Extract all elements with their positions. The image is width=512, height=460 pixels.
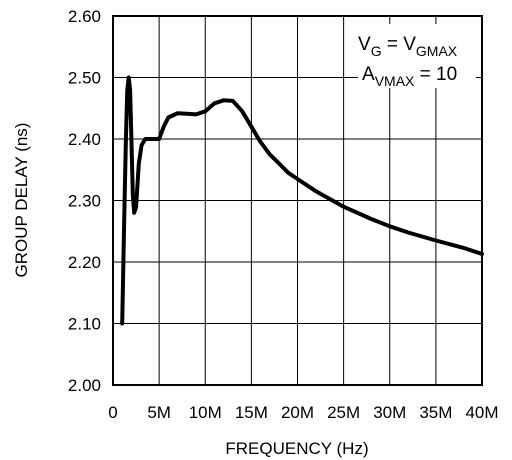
- x-axis-title: FREQUENCY (Hz): [225, 439, 368, 458]
- x-tick-label: 35M: [419, 403, 452, 422]
- x-tick-label: 20M: [281, 403, 314, 422]
- annotation-box: [358, 24, 476, 88]
- series-layer: [120, 75, 484, 326]
- x-tick-label: 25M: [327, 403, 360, 422]
- y-tick-label: 2.50: [68, 69, 101, 88]
- grid: [112, 15, 483, 386]
- y-tick-label: 2.10: [68, 315, 101, 334]
- x-tick-label: 5M: [147, 403, 171, 422]
- y-tick-label: 2.40: [68, 130, 101, 149]
- x-tick-label: 40M: [465, 403, 498, 422]
- annotation-2-mid: = 10: [414, 64, 457, 85]
- y-tick-label: 2.00: [68, 376, 101, 395]
- x-tick-labels: 0 5M 10M 15M 20M 25M 30M 35M 40M: [108, 403, 498, 422]
- y-tick-label: 2.60: [68, 7, 101, 26]
- annotation-line-2: AVMAX = 10: [362, 64, 457, 89]
- y-tick-label: 2.30: [68, 192, 101, 211]
- annotation-line-1: VG = VGMAX: [358, 34, 458, 59]
- y-axis-title: GROUP DELAY (ns): [12, 123, 31, 278]
- annotation-1-sub2: GMAX: [416, 43, 458, 59]
- x-tick-label: 10M: [189, 403, 222, 422]
- series-line-group-delay: [120, 75, 484, 326]
- y-tick-labels: 2.00 2.10 2.20 2.30 2.40 2.50 2.60: [68, 7, 101, 395]
- x-tick-label: 30M: [373, 403, 406, 422]
- plot-frame: [112, 15, 483, 386]
- annotation-1-sub: G: [371, 43, 382, 59]
- y-tick-label: 2.20: [68, 253, 101, 272]
- annotation-2-main: A: [362, 64, 375, 85]
- annotation-1-main: V: [358, 34, 371, 55]
- x-tick-label: 0: [108, 403, 117, 422]
- annotation-2-sub: VMAX: [375, 73, 415, 89]
- annotation-1-mid: = V: [382, 34, 417, 55]
- x-tick-label: 15M: [235, 403, 268, 422]
